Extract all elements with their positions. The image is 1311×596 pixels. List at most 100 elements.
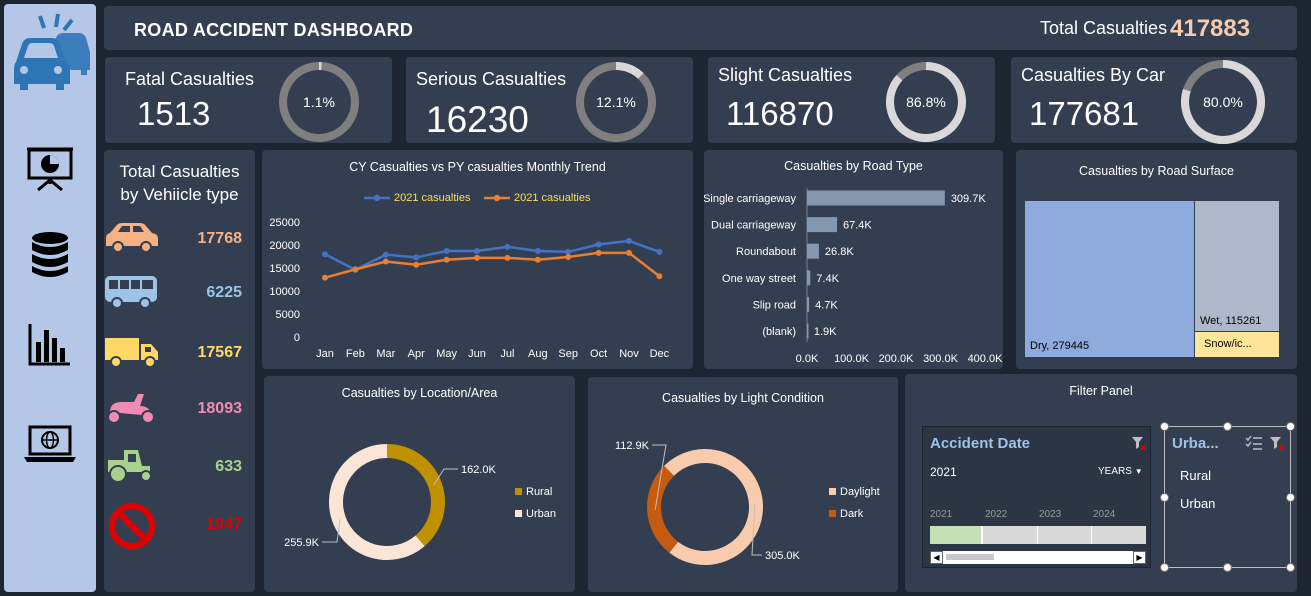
y-tick-label: 20000 bbox=[269, 240, 300, 252]
donut-slice bbox=[647, 465, 678, 553]
bar bbox=[807, 217, 837, 233]
donut-slice bbox=[387, 444, 446, 547]
data-label: 255.9K bbox=[284, 537, 320, 549]
slicer-item-rural[interactable]: Rural bbox=[1180, 468, 1212, 483]
resize-handle[interactable] bbox=[1160, 563, 1169, 572]
legend-label: Daylight bbox=[840, 486, 880, 498]
data-label: 1.9K bbox=[814, 326, 837, 338]
timeline-divider bbox=[1091, 526, 1092, 544]
data-point bbox=[595, 241, 602, 248]
chart-title: Casualties by Location/Area bbox=[341, 386, 498, 400]
year-label: 2024 bbox=[1093, 509, 1116, 520]
bar bbox=[807, 190, 945, 206]
slicer-item-urban[interactable]: Urban bbox=[1180, 496, 1216, 511]
bar-chart-icon[interactable] bbox=[4, 322, 96, 366]
data-point bbox=[595, 249, 602, 256]
data-point bbox=[656, 273, 663, 280]
kpi-ring: 80.0% bbox=[1181, 60, 1266, 144]
kpi-label: Slight Casualties bbox=[718, 65, 853, 85]
resize-handle[interactable] bbox=[1286, 563, 1295, 572]
kpi-value: 116870 bbox=[726, 95, 834, 132]
vehicle-row-car: 17768 bbox=[104, 220, 254, 260]
database-icon[interactable] bbox=[4, 230, 96, 280]
vehicle-value: 17768 bbox=[197, 230, 243, 247]
sidebar bbox=[4, 4, 96, 592]
legend-label: Rural bbox=[526, 486, 552, 498]
timeline-selected-range[interactable] bbox=[930, 526, 983, 544]
x-tick-label: Jan bbox=[316, 348, 334, 360]
data-point bbox=[322, 251, 328, 258]
x-tick-label: Sep bbox=[558, 348, 578, 360]
resize-handle[interactable] bbox=[1286, 422, 1295, 431]
chart-title: Casualties by Road Surface bbox=[1079, 164, 1234, 178]
donut-chart-svg: 162.0K 255.9K Rural Urban bbox=[284, 444, 556, 560]
period-label: YEARS bbox=[1098, 466, 1132, 477]
urban-rural-slicer[interactable]: Urba... Rural Urban bbox=[1160, 422, 1295, 572]
data-label: 26.8K bbox=[825, 246, 854, 258]
data-point bbox=[474, 254, 480, 261]
clear-filter-icon[interactable] bbox=[1131, 435, 1147, 451]
x-tick-label: Dec bbox=[650, 348, 670, 360]
period-dropdown[interactable]: YEARS ▼ bbox=[1098, 466, 1143, 477]
kpi-card-serious: Serious Casualties 16230 12.1% bbox=[406, 57, 693, 143]
year-label: 2023 bbox=[1039, 509, 1062, 520]
resize-handle[interactable] bbox=[1223, 422, 1232, 431]
treemap-label: Dry, 279445 bbox=[1030, 340, 1090, 352]
kpi-ring: 1.1% bbox=[279, 62, 360, 142]
kpi-card-car: Casualties By Car 177681 80.0% bbox=[1011, 57, 1297, 144]
scroll-thumb[interactable] bbox=[946, 554, 994, 560]
resize-handle[interactable] bbox=[1160, 422, 1169, 431]
timeline-bar[interactable] bbox=[930, 526, 1146, 544]
x-tick-label: Oct bbox=[590, 348, 607, 360]
legend-label: 2021 casualties bbox=[394, 192, 471, 204]
donut-chart-svg: 305.0K 112.9K Daylight Dark bbox=[615, 440, 880, 565]
resize-handle[interactable] bbox=[1223, 563, 1232, 572]
x-tick-label: 0.0K bbox=[796, 353, 819, 365]
y-tick-label: 25000 bbox=[269, 217, 300, 229]
clear-filter-icon[interactable] bbox=[1269, 435, 1285, 451]
x-tick-label: 100.0K bbox=[834, 353, 870, 365]
resize-handle[interactable] bbox=[1160, 493, 1169, 502]
kpi-label: Casualties By Car bbox=[1021, 65, 1166, 85]
category-label: Slip road bbox=[753, 299, 796, 311]
year-label: 2022 bbox=[985, 509, 1008, 520]
vehicle-row-tractor: 633 bbox=[104, 448, 254, 488]
treemap-label: Snow/ic... bbox=[1204, 338, 1252, 350]
data-point bbox=[443, 247, 450, 254]
bar bbox=[807, 270, 811, 286]
laptop-globe-icon[interactable] bbox=[4, 424, 96, 464]
legend-label: 2021 casualties bbox=[514, 192, 591, 204]
resize-handle[interactable] bbox=[1286, 493, 1295, 502]
scroll-right-icon[interactable]: ▶ bbox=[1133, 551, 1146, 564]
data-point bbox=[626, 237, 632, 244]
x-tick-label: 400.0K bbox=[968, 353, 1003, 365]
data-point bbox=[474, 247, 480, 254]
car-crash-icon[interactable] bbox=[4, 12, 96, 94]
y-tick-label: 0 bbox=[294, 332, 300, 344]
bar-chart-svg: Single carriageway 309.7K Dual carriageway… bbox=[704, 188, 1003, 365]
tractor-icon bbox=[108, 450, 152, 483]
date-slicer-title: Accident Date bbox=[930, 435, 1031, 452]
presentation-icon[interactable] bbox=[4, 144, 96, 192]
scroll-left-icon[interactable]: ◀ bbox=[930, 551, 943, 564]
data-label: 7.4K bbox=[816, 273, 839, 285]
prohibited-icon bbox=[109, 503, 155, 549]
legend-marker bbox=[493, 194, 501, 202]
x-tick-label: Jul bbox=[500, 348, 514, 360]
kpi-value: 16230 bbox=[426, 99, 529, 140]
x-tick-label: May bbox=[436, 348, 457, 360]
category-label: Roundabout bbox=[736, 246, 796, 258]
vehicle-value: 6225 bbox=[206, 284, 242, 301]
ring-percent: 1.1% bbox=[303, 94, 335, 110]
multi-select-icon[interactable] bbox=[1245, 435, 1263, 451]
data-point bbox=[443, 256, 450, 263]
timeline-scrollbar[interactable]: ◀ ▶ bbox=[930, 551, 1146, 564]
chart-title: CY Casualties vs PY casualties Monthly T… bbox=[349, 160, 606, 174]
accident-date-slicer[interactable]: Accident Date 2021 YEARS ▼ 2021 2022 202… bbox=[922, 426, 1151, 568]
category-label: Dual carriageway bbox=[711, 220, 796, 232]
kpi-value: 177681 bbox=[1029, 95, 1140, 132]
road-type-chart: Casualties by Road Type Single carriagew… bbox=[704, 150, 1003, 369]
x-tick-label: Jun bbox=[468, 348, 486, 360]
year-labels: 2021 2022 2023 2024 bbox=[930, 509, 1146, 521]
bar bbox=[807, 243, 819, 259]
